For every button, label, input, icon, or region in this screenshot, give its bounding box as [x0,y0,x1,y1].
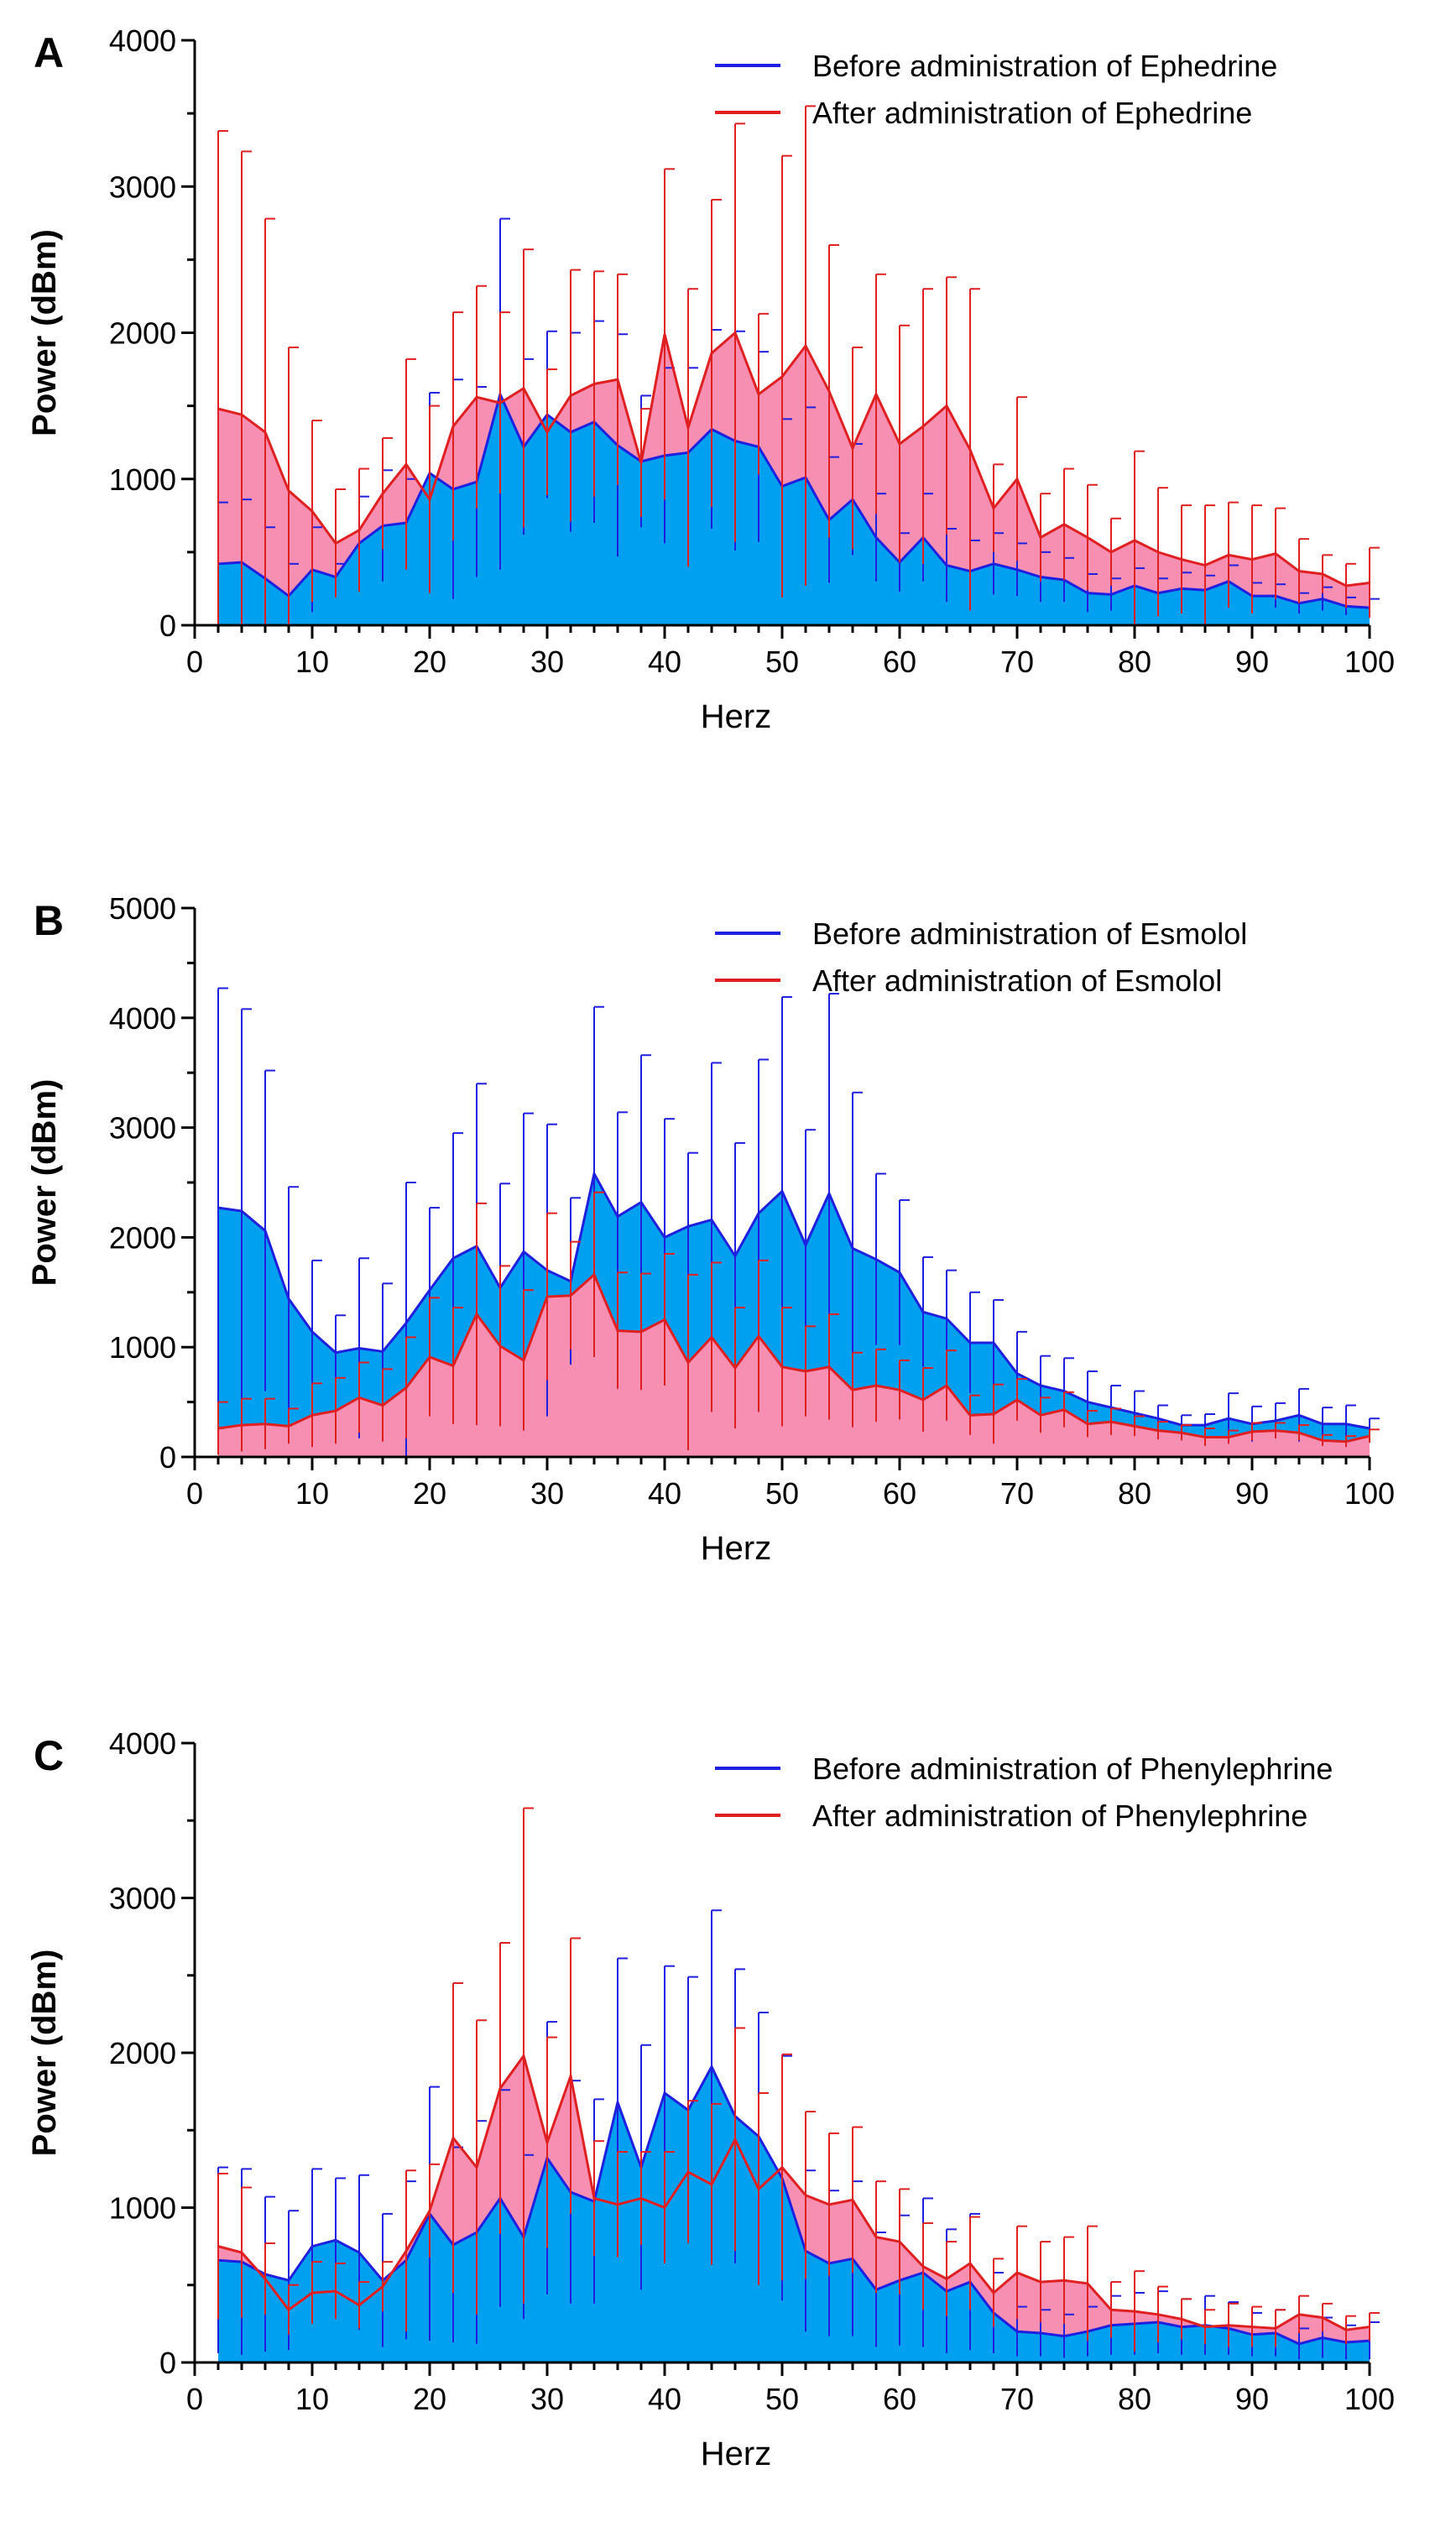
x-tick-label: 50 [765,645,799,679]
series-after [217,105,1380,625]
x-tick-label: 10 [295,2382,329,2416]
legend-label-after: After administration of Esmolol [812,963,1222,998]
x-tick-label: 40 [648,1476,681,1511]
series-line-before [217,1170,1370,1430]
x-tick-label: 50 [765,2382,799,2416]
legend: Before administration of Esmolol After ad… [715,916,1247,998]
x-tick-label: 30 [530,645,564,679]
x-tick-label: 20 [413,645,446,679]
y-tick-label: 4000 [109,23,176,58]
y-tick-label: 3000 [109,1882,176,1916]
y-axis-title: Power (dBm) [26,229,63,436]
x-tick-label: 20 [413,1476,446,1511]
y-tick-label: 5000 [109,891,176,926]
x-tick-label: 80 [1118,645,1151,679]
chart-panel-c: 0 10 20 30 40 50 60 70 80 90 10001000200030004000H… [26,1726,1395,2472]
legend: Before administration of Phenylephrine Af… [715,1752,1333,1833]
legend-label-after: After administration of Ephedrine [812,96,1252,130]
legend: Before administration of Ephedrine After … [715,49,1277,130]
plot-area [217,1807,1380,2362]
legend-label-before: Before administration of Esmolol [812,916,1247,951]
series-line-before [217,390,1370,609]
y-tick-label: 2000 [109,316,176,351]
panel-letter: C [34,1732,64,1779]
y-tick-label: 4000 [109,1726,176,1761]
y-tick-label: 0 [159,2346,176,2380]
series-line-after [217,2053,1370,2331]
x-tick-label: 50 [765,1476,799,1511]
area-fill-after-overlay [218,2055,1370,2344]
y-tick-label: 1000 [109,462,176,497]
y-axis-title: Power (dBm) [26,1079,63,1287]
x-tick-label: 100 [1344,2382,1395,2416]
x-tick-label: 0 [186,2382,203,2416]
series-line-after [217,330,1370,587]
x-tick-label: 20 [413,2382,446,2416]
chart-panel-b: 0 10 20 30 40 50 60 70 80 90 100010002000300040005… [26,891,1395,1567]
axes: 0 10 20 30 40 50 60 70 80 90 100010002000300040005… [109,891,1395,1511]
x-tick-label: 90 [1235,1476,1269,1511]
y-tick-label: 1000 [109,1330,176,1365]
legend-label-before: Before administration of Ephedrine [812,49,1277,83]
y-tick-label: 2000 [109,2036,176,2070]
y-tick-label: 0 [159,1440,176,1475]
area-fill-before [218,394,1370,625]
x-tick-label: 60 [883,645,916,679]
x-axis-title: Herz [701,2435,771,2472]
series-after [217,1807,1380,2352]
series-line-before [217,2064,1370,2346]
area-fill-after [218,1274,1370,1457]
x-tick-label: 0 [186,645,203,679]
x-tick-label: 10 [295,1476,329,1511]
x-tick-label: 10 [295,645,329,679]
panel-letter: B [34,897,64,944]
x-tick-label: 70 [1000,645,1034,679]
y-axis-title: Power (dBm) [26,1950,63,2157]
x-tick-label: 60 [883,2382,916,2416]
x-tick-label: 90 [1235,645,1269,679]
y-tick-label: 3000 [109,170,176,204]
x-tick-label: 40 [648,2382,681,2416]
y-tick-label: 1000 [109,2191,176,2226]
x-tick-label: 80 [1118,2382,1151,2416]
y-tick-label: 0 [159,608,176,643]
x-tick-label: 70 [1000,1476,1034,1511]
x-tick-label: 30 [530,2382,564,2416]
x-tick-label: 30 [530,1476,564,1511]
series-after [217,1191,1380,1455]
panel-letter: A [34,29,64,76]
plot-area [217,987,1380,1457]
legend-label-after: After administration of Phenylephrine [812,1799,1307,1833]
series-line-after [217,1272,1370,1444]
x-axis-title: Herz [701,1530,771,1567]
y-tick-label: 2000 [109,1220,176,1255]
plot-area [217,105,1380,625]
x-tick-label: 90 [1235,2382,1269,2416]
x-tick-label: 80 [1118,1476,1151,1511]
x-tick-label: 0 [186,1476,203,1511]
x-axis-title: Herz [701,698,771,735]
x-tick-label: 40 [648,645,681,679]
chart-panel-a: 0 10 20 30 40 50 60 70 80 90 10001000200030004000H… [26,23,1395,735]
x-tick-label: 70 [1000,2382,1034,2416]
legend-label-before: Before administration of Phenylephrine [812,1752,1333,1786]
x-tick-label: 100 [1344,1476,1395,1511]
x-tick-label: 60 [883,1476,916,1511]
x-tick-label: 100 [1344,645,1395,679]
y-tick-label: 4000 [109,1001,176,1036]
y-tick-label: 3000 [109,1111,176,1146]
